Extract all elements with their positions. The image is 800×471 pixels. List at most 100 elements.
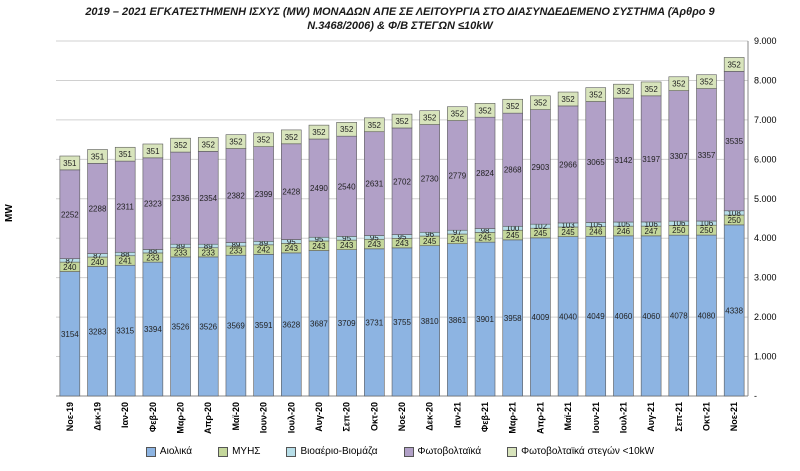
x-tick-label: Ιουν-21 [591,402,601,433]
data-label: 108 [727,209,741,218]
x-tick-label: Μαρ-20 [176,402,186,434]
data-label: 352 [589,91,603,100]
data-label: 352 [340,125,354,134]
data-label: 2382 [227,192,245,201]
data-label: 242 [257,246,271,255]
data-label: 243 [340,241,354,250]
data-label: 245 [423,237,437,246]
y-tick-label: 3.000 [754,273,777,283]
data-label: 102 [534,222,548,231]
legend-item: Βιοαέριο-Βιομάζα [286,446,378,457]
chart-title-line-1: 2019 – 2021 ΕΓΚΑΤΕΣΤΗΜΕΝΗ ΙΣΧΥΣ (MW) ΜΟΝ… [85,6,715,18]
x-tick-label: Δεκ-20 [425,402,435,431]
data-label: 95 [315,235,324,244]
data-label: 246 [617,227,631,236]
chart-legend: Αιολικά ΜΥΗΣ Βιοαέριο-Βιομάζα Φωτοβολταϊκά Φ… [0,446,800,457]
data-label: 4049 [587,312,605,321]
data-label: 241 [119,256,133,265]
data-label: 351 [63,159,77,168]
legend-label: Αιολικά [159,446,193,457]
data-label: 233 [146,254,160,263]
x-tick-label: Ιαν-21 [452,402,462,428]
data-label: 352 [451,110,465,119]
data-label: 2323 [144,200,162,209]
legend-swatch [218,446,229,457]
data-label: 106 [644,220,658,229]
data-label: 3628 [282,320,300,329]
data-label: 103 [561,221,575,230]
data-label: 89 [231,240,240,249]
x-tick-label: Φεβ-20 [148,402,158,432]
data-label: 89 [204,242,213,251]
data-label: 89 [259,239,268,248]
x-tick-label: Ιουλ-21 [618,402,628,433]
bar-segment [253,132,274,147]
x-tick-label: Ιουλ-20 [286,402,296,433]
bar-segment [530,95,551,110]
legend-item: ΜΥΗΣ [218,446,260,457]
y-tick-label: 6.000 [754,154,777,164]
bar-segment [197,137,219,152]
bar-segment [87,149,108,164]
data-label: 352 [506,102,520,111]
data-label: 2868 [504,166,522,175]
x-tick-label: Σεπ-21 [674,402,684,432]
x-tick-label: Νοε-19 [65,402,75,431]
x-tick-label: Φεβ-21 [480,402,490,432]
y-tick-label: 2.000 [754,312,777,322]
data-label: 245 [534,229,548,238]
x-tick-label: Οκτ-21 [701,402,711,431]
data-label: 97 [453,228,462,237]
data-label: 3958 [504,314,522,323]
data-label: 352 [257,136,271,145]
data-label: 352 [672,80,686,89]
data-label: 3755 [393,318,411,327]
data-label: 3901 [476,315,494,324]
y-tick-label: 5.000 [754,194,777,204]
bar-segment [668,76,690,91]
data-label: 351 [146,147,160,156]
data-label: 100 [506,224,520,233]
data-label: 352 [285,133,299,142]
data-label: 246 [589,227,603,236]
data-label: 352 [561,95,575,104]
bar-segment [114,146,136,162]
data-label: 351 [91,152,105,161]
data-label: 105 [589,221,603,230]
data-label: 2336 [172,194,190,203]
x-tick-label: Αυγ-20 [314,402,324,432]
data-label: 3065 [587,158,605,167]
legend-swatch [403,446,414,457]
data-label: 245 [506,231,520,240]
x-tick-label: Δεκ-19 [93,402,103,431]
data-label: 352 [617,87,631,96]
data-label: 95 [342,234,351,243]
data-label: 3142 [615,156,633,165]
data-label: 233 [174,248,188,257]
data-label: 96 [425,230,434,239]
bar-segment [640,81,662,97]
data-label: 89 [176,242,185,251]
data-label: 250 [727,216,741,225]
data-label: 88 [121,250,130,259]
bar-segment [419,110,440,125]
data-label: 3861 [448,316,466,325]
x-tick-label: Ιουν-20 [259,402,269,433]
bar-segment [447,106,468,121]
data-label: 3315 [116,327,134,336]
data-label: 233 [229,247,243,256]
data-label: 240 [63,263,77,272]
data-label: 352 [312,128,326,137]
data-label: 4040 [559,312,577,321]
x-tick-label: Μαϊ-21 [563,402,573,431]
data-label: 250 [672,226,686,235]
data-label: 243 [312,242,326,251]
data-label: 2288 [89,204,107,213]
data-label: 3197 [642,155,660,164]
legend-swatch [507,446,518,457]
data-label: 352 [368,121,382,130]
data-label: 233 [202,248,216,257]
x-tick-label: Οκτ-20 [369,402,379,431]
bar-segment [336,121,357,137]
